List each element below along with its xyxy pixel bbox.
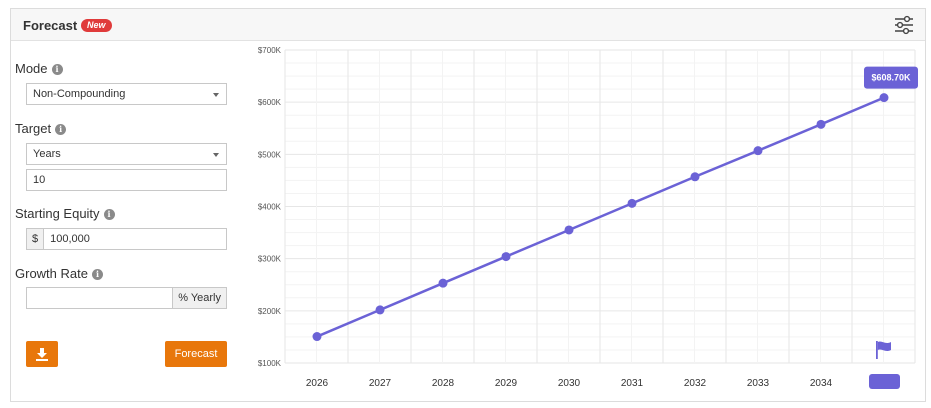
mode-select[interactable]: Non-Compounding (26, 83, 227, 105)
equity-input-group: $ 100,000 (26, 228, 227, 250)
data-point (753, 146, 763, 156)
x-tick-label: 2034 (810, 378, 833, 389)
mode-select-value: Non-Compounding (33, 88, 126, 100)
target-label: Target i (15, 121, 67, 136)
data-point (312, 332, 322, 342)
forecast-button[interactable]: Forecast (165, 341, 227, 367)
x-tick-label: 2029 (495, 378, 518, 389)
y-tick-label: $500K (258, 150, 282, 159)
equity-label-text: Starting Equity (15, 206, 100, 221)
y-tick-label: $300K (258, 255, 282, 264)
x-tick-label: 2026 (306, 378, 329, 389)
panel-header: Forecast New (11, 9, 925, 41)
chevron-down-icon (213, 153, 219, 157)
data-point (564, 225, 574, 235)
data-point (501, 252, 511, 262)
y-tick-label: $600K (258, 98, 282, 107)
yearly-addon: % Yearly (173, 287, 227, 309)
data-point (879, 93, 889, 103)
data-point (375, 305, 385, 315)
info-icon[interactable]: i (55, 124, 67, 135)
growth-input-group: % Yearly (26, 287, 227, 309)
y-tick-label: $700K (258, 46, 282, 55)
panel-title: Forecast (23, 18, 78, 33)
y-tick-label: $200K (258, 307, 282, 316)
new-badge: New (81, 19, 112, 32)
info-icon[interactable]: i (51, 64, 63, 75)
target-unit-value: Years (33, 148, 61, 160)
x-tick-label: 2031 (621, 378, 644, 389)
x-tick-label: 2028 (432, 378, 455, 389)
info-icon[interactable]: i (103, 209, 115, 220)
x-tick-label: 2027 (369, 378, 392, 389)
equity-label: Starting Equity i (15, 206, 115, 221)
flag-cloth (877, 341, 891, 351)
currency-addon: $ (26, 228, 44, 250)
info-icon[interactable]: i (91, 269, 103, 280)
data-point (690, 172, 700, 182)
sliders-icon[interactable] (893, 14, 915, 36)
mode-label-text: Mode (15, 61, 48, 76)
target-label-text: Target (15, 121, 52, 136)
equity-input[interactable]: 100,000 (43, 228, 227, 250)
flag-pole (876, 341, 878, 359)
mode-label: Mode i (15, 61, 63, 76)
data-point (627, 198, 637, 208)
value-tooltip-text: $608.70K (871, 73, 911, 83)
target-value-input[interactable]: 10 (26, 169, 227, 191)
x-tick-label: 2033 (747, 378, 770, 389)
x-tick-label: 2030 (558, 378, 581, 389)
growth-label-text: Growth Rate (15, 266, 88, 281)
flag-icon (876, 341, 891, 359)
y-tick-label: $100K (258, 359, 282, 368)
forecast-panel: Forecast New (10, 8, 926, 402)
growth-label: Growth Rate i (15, 266, 103, 281)
target-unit-select[interactable]: Years (26, 143, 227, 165)
selected-year-highlight (869, 374, 900, 389)
download-button[interactable] (26, 341, 58, 367)
x-tick-label: 2032 (684, 378, 707, 389)
data-point (438, 278, 448, 288)
data-point (816, 119, 826, 129)
chevron-down-icon (213, 93, 219, 97)
download-icon (36, 348, 48, 361)
growth-rate-input[interactable] (26, 287, 174, 309)
y-tick-label: $400K (258, 203, 282, 212)
value-tooltip (864, 66, 918, 89)
series-line (316, 96, 885, 338)
